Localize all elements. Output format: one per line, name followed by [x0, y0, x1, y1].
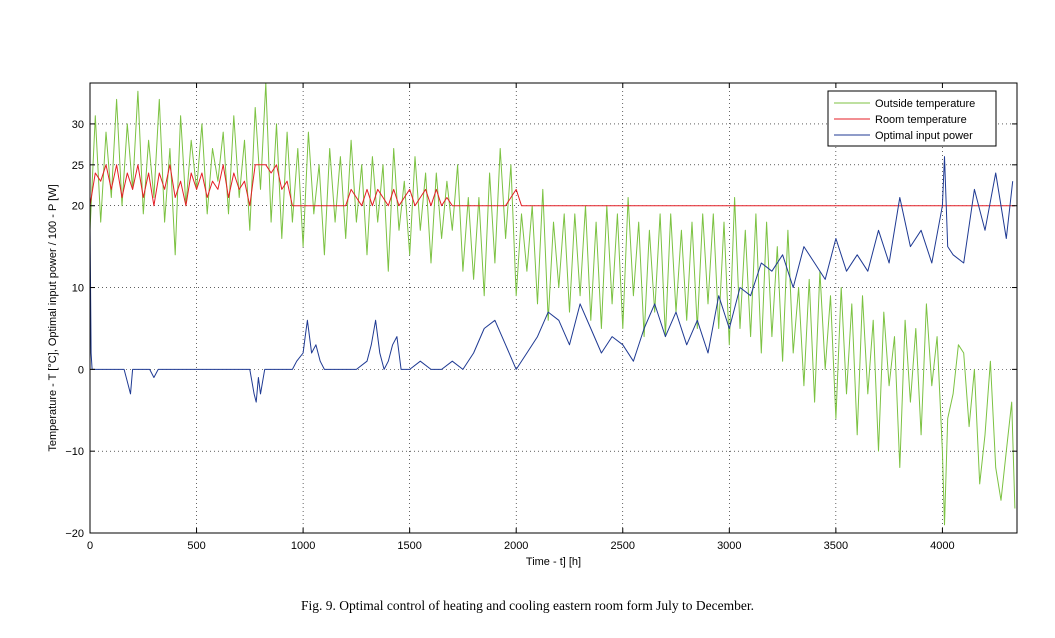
legend-entry: Optimal input power: [875, 130, 973, 142]
x-tick-label: 2000: [504, 540, 528, 552]
x-tick-label: 3000: [717, 540, 741, 552]
legend-entry: Outside temperature: [875, 98, 975, 110]
y-tick-label: 30: [72, 119, 84, 131]
x-tick-label: 0: [87, 540, 93, 552]
axis-ticks: 0 500 1000 1500 2000 2500 3000 3500 4000 −20 −10 0 1…: [65, 83, 1017, 552]
plot-frame: [89, 82, 1018, 534]
series-layer: [89, 82, 1016, 526]
grid: [90, 83, 1017, 533]
series-line-room-temperature: [89, 164, 1015, 207]
series-line-outside-temperature: [89, 82, 1016, 526]
y-tick-label: 0: [78, 364, 84, 376]
x-tick-label: 1500: [397, 540, 421, 552]
x-tick-label: 4000: [930, 540, 954, 552]
y-axis-label: Temperature - T [°C], Optimal input powe…: [47, 184, 59, 451]
legend: Outside temperature Room temperature Optim…: [827, 90, 997, 147]
series-line-optimal-input-power: [89, 156, 1014, 403]
x-tick-label: 3500: [824, 540, 848, 552]
x-tick-label: 500: [187, 540, 205, 552]
y-tick-label: −10: [65, 446, 84, 458]
y-tick-label: −20: [65, 528, 84, 540]
legend-entry: Room temperature: [875, 114, 967, 126]
y-tick-label: 10: [72, 283, 84, 295]
x-tick-label: 2500: [611, 540, 635, 552]
y-tick-label: 20: [72, 201, 84, 213]
y-tick-label: 25: [72, 160, 84, 172]
figure-caption: Fig. 9. Optimal control of heating and c…: [301, 598, 754, 613]
x-axis-label: Time - t] [h]: [526, 556, 581, 568]
x-tick-label: 1000: [291, 540, 315, 552]
